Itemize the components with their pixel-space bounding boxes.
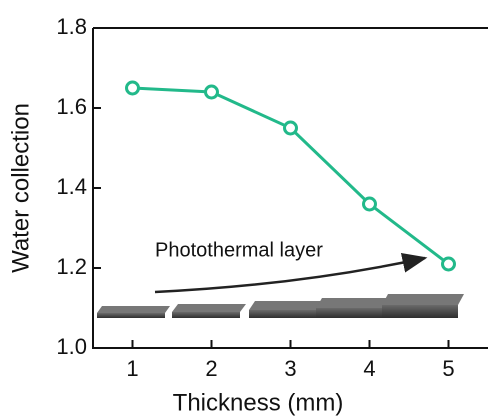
- y-tick-label: 1.4: [56, 174, 87, 199]
- x-tick-label: 1: [126, 356, 138, 381]
- x-tick-label: 4: [363, 356, 375, 381]
- data-point: [204, 84, 219, 100]
- data-point: [125, 80, 140, 96]
- x-tick-label: 5: [442, 356, 454, 381]
- y-axis-label: Water collection: [7, 103, 34, 273]
- data-point: [441, 256, 456, 272]
- annotation-arrow: [154, 252, 428, 294]
- layer-illustration: [97, 294, 464, 318]
- x-tick-label: 2: [205, 356, 217, 381]
- y-tick-label: 1.0: [56, 334, 87, 359]
- y-tick-label: 1.8: [56, 14, 87, 39]
- y-tick-label: 1.2: [56, 254, 87, 279]
- data-line: [132, 86, 450, 266]
- y-tick-label: 1.6: [56, 94, 87, 119]
- x-axis-label: Thickness (mm): [173, 389, 344, 416]
- x-tick-label: 3: [284, 356, 296, 381]
- data-point: [283, 120, 298, 136]
- data-point: [362, 196, 377, 212]
- annotation: Photothermal layer: [155, 239, 323, 261]
